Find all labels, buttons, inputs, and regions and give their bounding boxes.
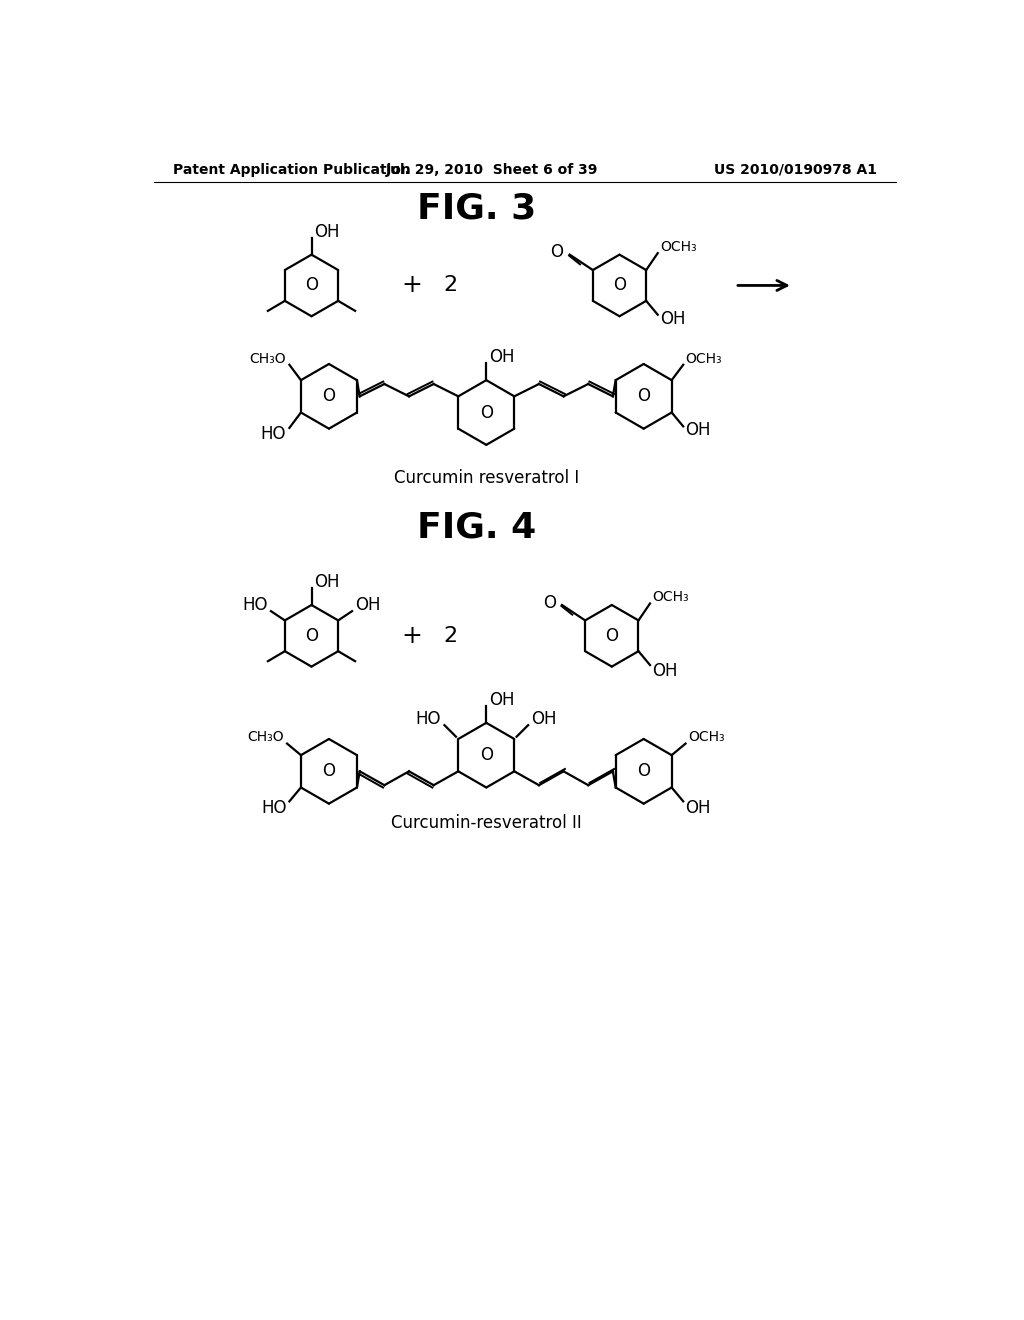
Text: O: O	[323, 387, 336, 405]
Text: OH: OH	[652, 663, 678, 680]
Text: O: O	[637, 387, 650, 405]
Text: OH: OH	[685, 421, 711, 440]
Text: US 2010/0190978 A1: US 2010/0190978 A1	[715, 162, 878, 177]
Text: OH: OH	[313, 223, 339, 240]
Text: O: O	[480, 746, 493, 764]
Text: CH₃O: CH₃O	[248, 730, 284, 744]
Text: HO: HO	[261, 425, 287, 444]
Text: FIG. 3: FIG. 3	[418, 191, 537, 226]
Text: OH: OH	[660, 310, 685, 327]
Text: HO: HO	[261, 799, 287, 817]
Text: HO: HO	[416, 710, 441, 727]
Text: O: O	[305, 627, 318, 644]
Text: OH: OH	[685, 799, 711, 817]
Text: OCH₃: OCH₃	[688, 730, 725, 744]
Text: OH: OH	[489, 348, 515, 366]
Text: OH: OH	[313, 573, 339, 591]
Text: OCH₃: OCH₃	[660, 240, 696, 253]
Text: FIG. 4: FIG. 4	[418, 511, 537, 545]
Text: OCH₃: OCH₃	[685, 351, 722, 366]
Text: +: +	[401, 273, 422, 297]
Text: O: O	[543, 594, 556, 611]
Text: Jul. 29, 2010  Sheet 6 of 39: Jul. 29, 2010 Sheet 6 of 39	[386, 162, 599, 177]
Text: +: +	[401, 624, 422, 648]
Text: 2: 2	[443, 276, 457, 296]
Text: 2: 2	[443, 626, 457, 645]
Text: O: O	[605, 627, 618, 644]
Text: O: O	[323, 763, 336, 780]
Text: O: O	[637, 763, 650, 780]
Text: Curcumin resveratrol I: Curcumin resveratrol I	[393, 469, 579, 487]
Text: O: O	[551, 243, 563, 261]
Text: Curcumin-resveratrol II: Curcumin-resveratrol II	[391, 814, 582, 832]
Text: OCH₃: OCH₃	[652, 590, 689, 605]
Text: OH: OH	[531, 710, 557, 727]
Text: CH₃O: CH₃O	[250, 351, 287, 366]
Text: HO: HO	[243, 597, 268, 614]
Text: OH: OH	[355, 597, 381, 614]
Text: O: O	[305, 276, 318, 294]
Text: Patent Application Publication: Patent Application Publication	[173, 162, 411, 177]
Text: O: O	[480, 404, 493, 421]
Text: O: O	[613, 276, 626, 294]
Text: OH: OH	[489, 690, 515, 709]
